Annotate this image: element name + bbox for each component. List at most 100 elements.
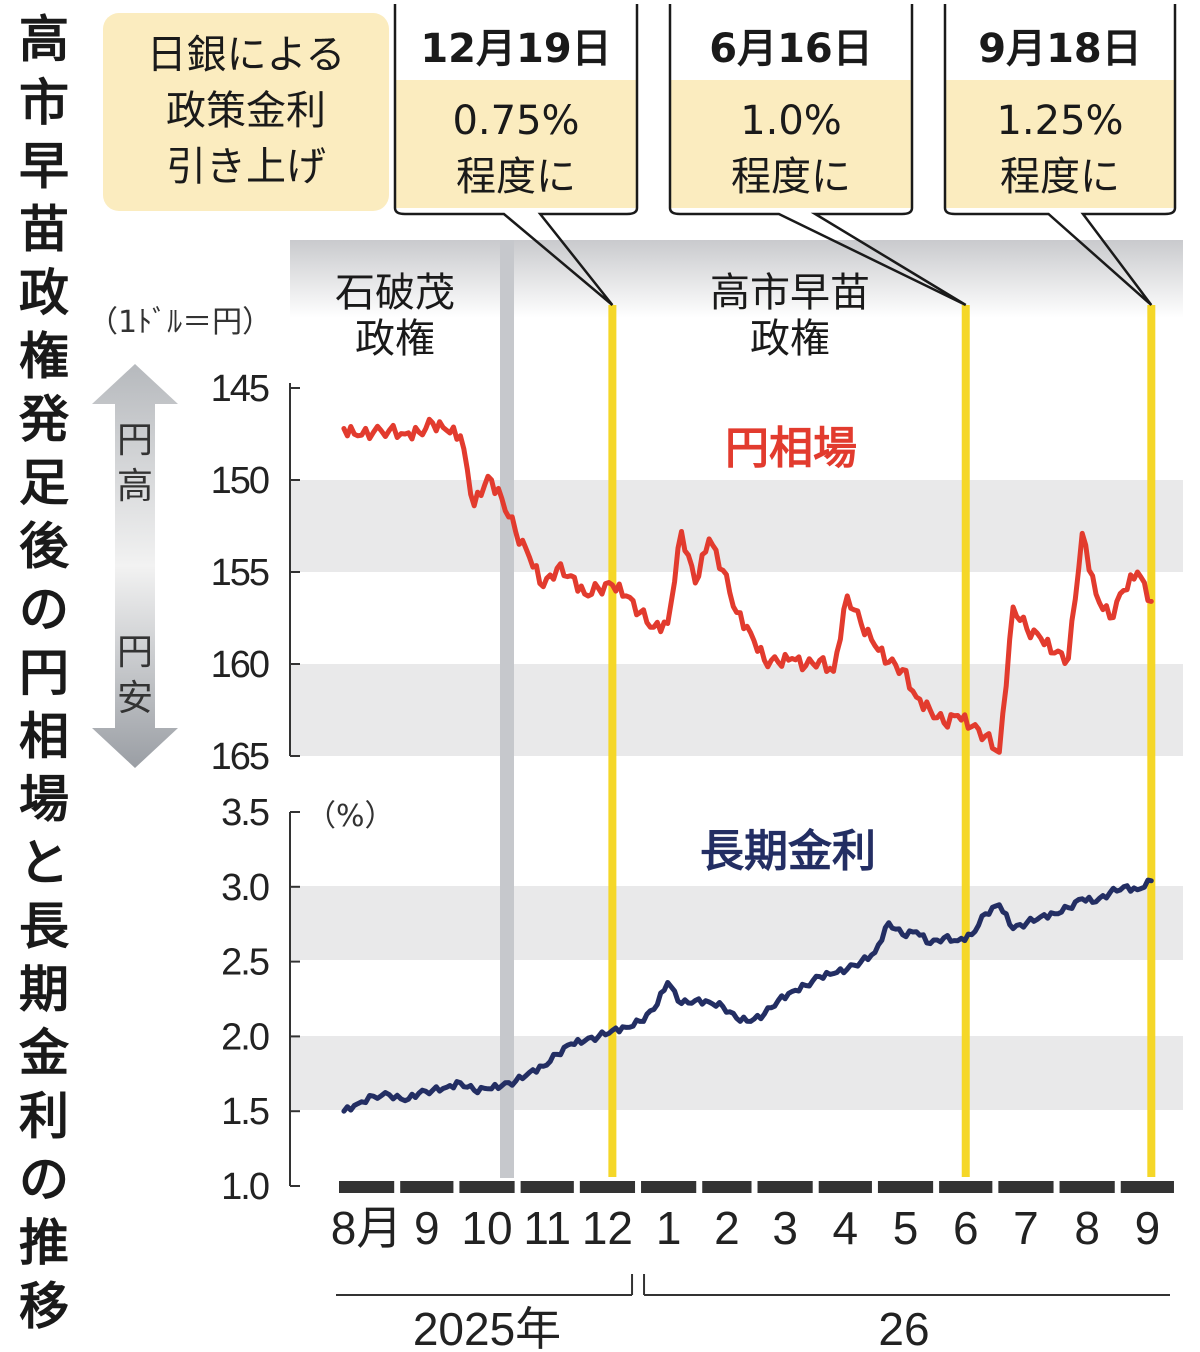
year-label: 2025年 <box>413 1303 561 1352</box>
rate-series-line <box>341 877 1154 1114</box>
title-char: 場 <box>19 771 69 829</box>
title-char: 高 <box>19 11 69 69</box>
month-label: 8 <box>1074 1202 1100 1254</box>
event-date: 12月19日 <box>420 26 611 72</box>
title-char: 市 <box>19 74 69 132</box>
month-bar <box>1059 1181 1115 1193</box>
event-rate: 0.75% <box>452 98 579 144</box>
title-char: 長 <box>19 897 70 955</box>
year-label: 26 <box>878 1303 929 1352</box>
title-char: 相 <box>19 707 69 765</box>
note-line: 政策金利 <box>166 88 326 134</box>
rate-band-15-20 <box>290 1036 1183 1110</box>
event-suffix: 程度に <box>456 154 576 200</box>
event-rate: 1.0% <box>740 98 842 144</box>
title-char: の <box>19 1151 69 1209</box>
yen-tick-label: 155 <box>211 552 269 594</box>
rate-ticks: 1.0 1.5 2.0 2.5 3.0 3.5 <box>221 792 300 1208</box>
yen-ticks: 145 150 155 160 165 <box>211 368 300 778</box>
yen-band-150-155 <box>290 480 1183 572</box>
title-char: 苗 <box>19 201 69 259</box>
rate-tick-label: 3.5 <box>221 792 269 834</box>
callout-fill <box>670 80 912 208</box>
yen-tick-label: 160 <box>211 644 269 686</box>
title-char: 権 <box>19 327 69 385</box>
rate-tick-label: 2.0 <box>221 1016 269 1058</box>
callout-outline <box>393 4 639 306</box>
title-char: 利 <box>19 1087 69 1145</box>
month-label: 6 <box>953 1202 979 1254</box>
month-label: 5 <box>893 1202 919 1254</box>
title-char: 期 <box>19 961 69 1019</box>
yen-band-160-165 <box>290 664 1183 756</box>
dir-down-char: 安 <box>117 678 153 719</box>
event-date: 6月16日 <box>709 26 873 72</box>
month-labels: 8月 9 10 11 12 1 2 3 4 5 6 7 8 9 <box>331 1202 1160 1254</box>
note-line: 日銀による <box>147 32 346 78</box>
yen-down-label: 円安 <box>117 632 153 719</box>
yen-tick-label: 150 <box>211 460 269 502</box>
header-strip <box>290 240 1183 318</box>
title-char: 後 <box>19 517 70 575</box>
title-char: 金 <box>19 1024 70 1082</box>
month-bar <box>459 1181 515 1193</box>
month-label: 7 <box>1013 1202 1039 1254</box>
yen-up-label: 円高 <box>117 420 153 507</box>
event-lines <box>608 305 1156 1177</box>
policy-rate-note <box>103 13 389 211</box>
month-label: 8月 <box>331 1202 403 1254</box>
dir-down-char: 円 <box>117 632 153 673</box>
callout-outline <box>943 4 1177 306</box>
yen-unit: （1ﾄﾞﾙ＝円） <box>88 305 272 340</box>
era-line: 石破茂 <box>335 270 455 316</box>
yen-tick-label: 145 <box>211 368 269 410</box>
direction-arrow <box>92 364 178 768</box>
yen-series-line <box>341 416 1154 755</box>
month-label: 3 <box>772 1202 798 1254</box>
month-bar <box>400 1181 454 1193</box>
month-label: 12 <box>582 1202 633 1254</box>
month-bar <box>939 1181 993 1193</box>
title-char: と <box>19 834 69 892</box>
month-label: 4 <box>833 1202 859 1254</box>
month-label: 9 <box>414 1202 440 1254</box>
rate-unit: （%） <box>306 799 395 834</box>
dir-up-char: 高 <box>117 466 153 507</box>
month-bar <box>641 1181 697 1193</box>
callout-fill <box>945 80 1175 208</box>
rate-tick-label: 3.0 <box>221 867 269 909</box>
era-line: 政権 <box>355 316 435 362</box>
event-rate: 1.25% <box>996 98 1123 144</box>
era-line: 高市早苗 <box>710 270 870 316</box>
month-bar <box>757 1181 813 1193</box>
month-label: 11 <box>523 1202 571 1254</box>
event-date: 9月18日 <box>978 26 1142 72</box>
title-char: 早 <box>19 137 69 195</box>
title-char: 移 <box>19 1277 69 1335</box>
month-label: 10 <box>461 1202 512 1254</box>
month-bar <box>339 1181 395 1193</box>
rate-tick-label: 1.0 <box>221 1166 269 1208</box>
rate-band-25-30 <box>290 886 1183 960</box>
yen-series-label: 円相場 <box>725 423 857 474</box>
event-line <box>608 305 617 1177</box>
era-line: 政権 <box>750 316 830 362</box>
event-suffix: 程度に <box>1000 154 1120 200</box>
rate-tick-label: 2.5 <box>221 942 269 984</box>
title-char: 足 <box>19 454 69 512</box>
month-label: 9 <box>1135 1202 1161 1254</box>
year-axis: 2025年 26 <box>336 1274 1170 1352</box>
month-label: 1 <box>656 1202 682 1254</box>
event-suffix: 程度に <box>731 154 851 200</box>
rate-series-label: 長期金利 <box>700 826 876 877</box>
title-char: 円 <box>19 644 69 702</box>
callout-outline <box>668 4 967 307</box>
callout-fill <box>395 80 637 208</box>
month-bar <box>818 1181 872 1193</box>
note-line: 引き上げ <box>166 144 326 190</box>
